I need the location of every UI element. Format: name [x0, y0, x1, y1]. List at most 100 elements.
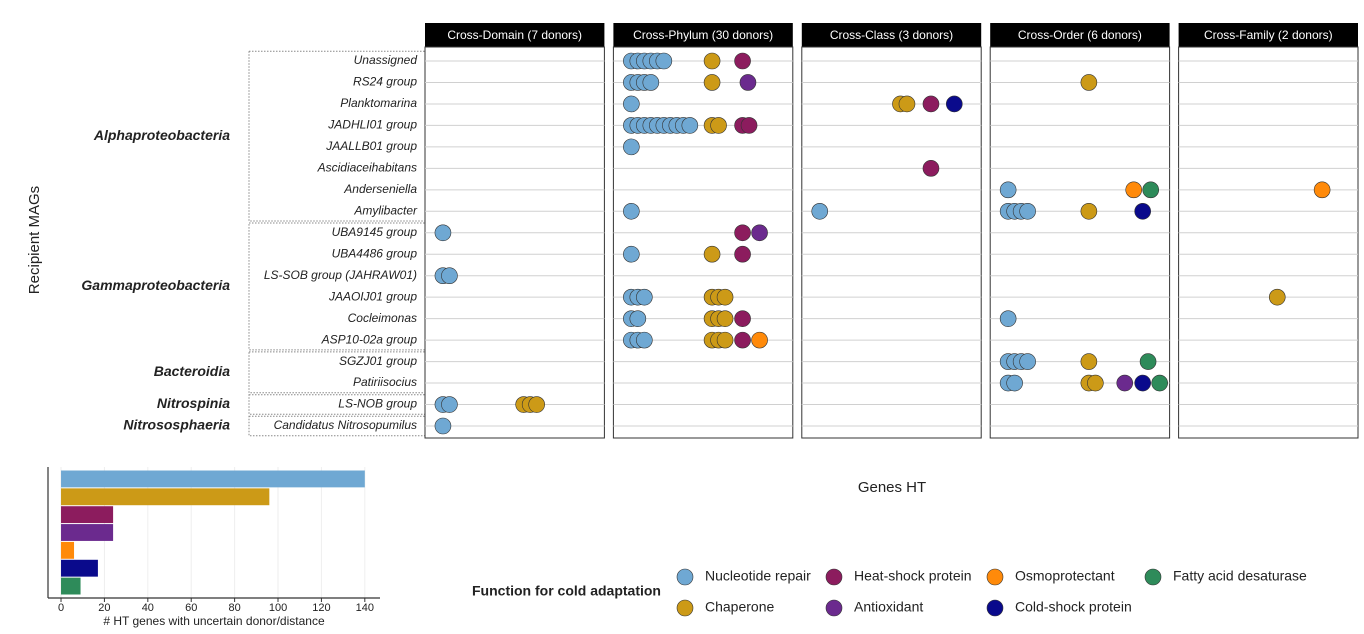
dot [734, 52, 751, 70]
dot [1134, 374, 1151, 392]
dot [716, 310, 734, 327]
dot [999, 310, 1017, 327]
dot [623, 138, 640, 156]
dot [1134, 202, 1151, 220]
dot [1080, 353, 1098, 370]
row-label: Unassigned [354, 53, 418, 67]
row-label: RS24 group [353, 75, 417, 89]
panel-strip [1178, 23, 1358, 47]
dot [703, 52, 721, 70]
dot [716, 331, 734, 349]
dot [751, 224, 768, 242]
dot [623, 245, 640, 263]
group-box [248, 415, 426, 437]
panel-strip [990, 23, 1170, 47]
panel [424, 46, 605, 439]
row-label: Cocleimonas [348, 311, 417, 325]
dot [1080, 202, 1098, 220]
panel-title: Cross-Phylum (30 donors) [633, 28, 773, 42]
dot [623, 202, 640, 220]
legend-label: Chaperone [705, 599, 774, 615]
legend-label: Osmoprotectant [1015, 568, 1115, 584]
dot [629, 310, 647, 327]
x-tick-label: 100 [269, 602, 287, 614]
dot [716, 288, 734, 306]
y-axis-label: Recipient MAGs [26, 186, 43, 294]
dot [999, 181, 1017, 199]
dot [734, 224, 751, 242]
row-label: Planktomarina [340, 96, 417, 110]
x-tick-label: 140 [356, 602, 374, 614]
dot [945, 95, 963, 113]
legend-swatch [676, 568, 694, 586]
legend-swatch [986, 599, 1004, 617]
x-tick-label: 0 [58, 602, 64, 614]
dot [1116, 374, 1134, 392]
dot [623, 95, 640, 113]
bar [61, 541, 75, 559]
dot [434, 417, 452, 435]
panel [801, 46, 982, 439]
dot [734, 331, 751, 349]
legend-label: Nucleotide repair [705, 568, 811, 584]
dot [1006, 374, 1023, 392]
dot [811, 202, 829, 220]
group-box [248, 222, 426, 351]
dot [1125, 181, 1143, 199]
group-label: Alphaproteobacteria [93, 127, 230, 143]
row-label: ASP10-02a group [321, 332, 418, 346]
dot [1139, 353, 1157, 370]
dot [703, 245, 721, 263]
x-tick-label: 120 [312, 602, 330, 614]
dot [681, 117, 699, 134]
legend-swatch [825, 599, 843, 617]
bar [61, 559, 98, 577]
bar-x-axis-label: # HT genes with uncertain donor/distance [103, 614, 325, 628]
dot [636, 288, 653, 306]
x-tick-label: 80 [228, 602, 240, 614]
panel-strip [613, 23, 793, 47]
row-label: Candidatus Nitrosopumilus [274, 418, 417, 432]
dot [1019, 202, 1036, 220]
row-label: Amylibacter [353, 203, 418, 217]
panel-strip [425, 23, 605, 47]
row-label: JAAOIJ01 group [328, 289, 417, 303]
row-label: Ascidiaceihabitans [317, 161, 417, 175]
dot [922, 160, 940, 177]
panel-title: Cross-Class (3 donors) [830, 28, 953, 42]
dot [441, 396, 458, 413]
dot [751, 331, 768, 349]
dot [703, 74, 721, 91]
bar [61, 524, 114, 541]
row-label: UBA9145 group [332, 225, 418, 239]
row-label: JAALLB01 group [325, 139, 417, 153]
legend-swatch [825, 568, 843, 586]
dot [1268, 288, 1286, 306]
x-tick-label: 60 [185, 602, 197, 614]
dot [1080, 74, 1098, 91]
dot [734, 310, 751, 327]
group-label: Nitrososphaeria [123, 417, 230, 433]
row-label: UBA4486 group [332, 246, 418, 260]
panel [989, 46, 1171, 439]
group-box [248, 50, 426, 222]
legend-label: Antioxidant [854, 599, 923, 615]
dot [1019, 353, 1036, 370]
panel-strip [801, 23, 982, 47]
dot [922, 95, 940, 113]
dot [1087, 374, 1104, 392]
legend-swatch [676, 599, 694, 617]
row-label: SGZJ01 group [339, 354, 417, 368]
dot [898, 95, 916, 113]
bar [61, 506, 114, 524]
row-label: Anderseniella [343, 182, 417, 196]
row-label: Patiriisocius [353, 375, 417, 389]
group-box [248, 394, 426, 415]
bar [61, 470, 365, 488]
dot [441, 267, 458, 285]
legend-label: Cold-shock protein [1015, 599, 1132, 615]
legend-swatch [1144, 568, 1162, 586]
bar [61, 488, 270, 506]
dot [642, 74, 660, 91]
